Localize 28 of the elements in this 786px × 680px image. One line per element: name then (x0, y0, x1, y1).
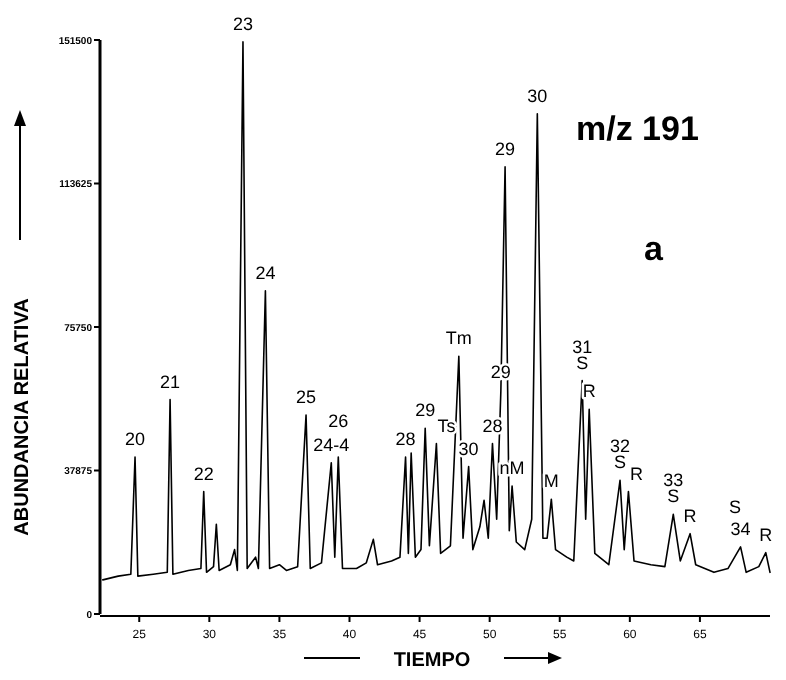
annotation: 33 S (663, 470, 684, 507)
annotation: R (683, 505, 698, 526)
annotation: Tm (445, 328, 472, 349)
annotation: 30 (527, 85, 548, 106)
annotation: m/z 191 (576, 110, 699, 148)
annotation: 20 (125, 429, 146, 450)
annotation: 22 (193, 463, 214, 484)
annotation: 28 (395, 429, 416, 450)
annotation: 23 (232, 13, 253, 34)
annotation: 32 S (610, 436, 631, 473)
annotation: 24 (255, 262, 276, 283)
annotation: R (759, 524, 774, 545)
annotation: 24-4 (313, 434, 350, 455)
annotation: 21 (160, 371, 181, 392)
annotation: S (728, 496, 741, 517)
annotation: Ts (437, 415, 457, 436)
annotation: R (629, 463, 644, 484)
annotation: 31 S (572, 336, 593, 373)
annotation: 29 (415, 400, 436, 421)
annotation: 34 (730, 518, 751, 539)
y-axis-title: ABUNDANCIA RELATIVA (12, 298, 34, 536)
annotation: a (644, 230, 664, 268)
annotation: M (543, 471, 559, 492)
annotation: 26 (328, 411, 349, 432)
annotation: R (582, 381, 597, 402)
annotation: 29 (495, 138, 516, 159)
x-axis-title: TIEMPO (393, 650, 471, 672)
annotation: 25 (296, 387, 317, 408)
